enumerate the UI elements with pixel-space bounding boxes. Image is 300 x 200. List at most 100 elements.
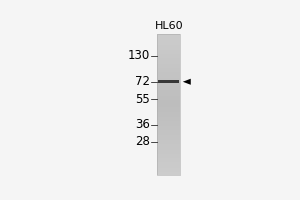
Text: HL60: HL60 [154, 21, 183, 31]
Bar [157, 137, 181, 138]
Bar [157, 87, 181, 89]
Bar [157, 134, 181, 135]
Bar [157, 52, 181, 54]
Bar [157, 82, 181, 83]
Bar [157, 169, 181, 171]
Bar [157, 113, 181, 114]
Bar [157, 79, 181, 81]
Bar [157, 118, 181, 120]
Bar [157, 51, 181, 52]
Bar [157, 140, 181, 141]
Bar [157, 65, 181, 66]
Bar [157, 38, 181, 40]
Bar [157, 90, 181, 92]
Bar [157, 47, 181, 48]
Bar [157, 89, 181, 90]
Bar [157, 151, 181, 152]
Bar [157, 166, 181, 168]
Bar [157, 100, 181, 102]
Bar [157, 72, 181, 73]
Bar [157, 110, 181, 112]
Bar [157, 158, 181, 159]
Bar [157, 172, 181, 174]
Bar [157, 34, 181, 35]
Bar [157, 154, 181, 155]
Bar [157, 165, 181, 166]
Bar [157, 99, 181, 100]
Bar [157, 117, 181, 119]
Bar [157, 161, 181, 162]
Bar [157, 145, 181, 147]
Bar [157, 80, 181, 82]
Bar [157, 123, 181, 124]
Bar [157, 149, 181, 151]
Bar [157, 106, 181, 107]
Text: 55: 55 [136, 93, 150, 106]
Bar [157, 141, 181, 143]
Bar [157, 173, 181, 175]
Bar [157, 97, 181, 99]
Bar [157, 107, 181, 109]
Bar [157, 58, 181, 59]
Bar [157, 48, 181, 50]
Bar [157, 104, 181, 106]
Bar [157, 94, 181, 96]
Bar [157, 114, 181, 116]
Bar [157, 44, 181, 45]
Bar [157, 125, 181, 127]
Bar [157, 70, 181, 72]
Bar [157, 78, 181, 79]
Bar [157, 69, 181, 71]
Bar [157, 45, 181, 47]
Bar [157, 168, 181, 169]
Bar [157, 93, 181, 95]
Bar [157, 101, 181, 103]
Bar [157, 66, 181, 68]
Bar [157, 103, 181, 104]
Bar [157, 130, 181, 131]
Bar [157, 163, 181, 165]
Bar [157, 63, 181, 65]
Text: 72: 72 [135, 75, 150, 88]
Bar [157, 54, 181, 55]
Bar [157, 76, 181, 78]
Bar [157, 49, 181, 51]
Bar [157, 59, 181, 61]
Bar [157, 75, 181, 76]
Bar [157, 35, 181, 37]
Bar [157, 162, 181, 164]
Bar [157, 62, 181, 64]
Polygon shape [183, 79, 191, 85]
Bar [157, 132, 181, 134]
Bar [157, 135, 181, 137]
Bar [157, 144, 181, 145]
Bar [157, 55, 181, 57]
Bar [157, 138, 181, 140]
Bar [157, 171, 181, 172]
Bar [157, 68, 181, 69]
Bar [157, 39, 181, 41]
Bar [157, 86, 181, 88]
Bar [157, 124, 181, 126]
Bar [157, 92, 181, 93]
Bar [157, 142, 181, 144]
Bar [157, 34, 181, 175]
Text: 130: 130 [128, 49, 150, 62]
Bar [157, 152, 181, 154]
Bar [157, 148, 181, 150]
Bar [157, 111, 181, 113]
Bar [157, 42, 181, 44]
Text: 36: 36 [135, 118, 150, 131]
Bar [157, 37, 181, 38]
Bar [157, 121, 181, 123]
Bar [158, 80, 179, 83]
Bar [157, 61, 181, 62]
Bar [157, 83, 181, 85]
Bar [157, 85, 181, 86]
Bar [157, 159, 181, 161]
Bar [157, 155, 181, 157]
Text: 28: 28 [135, 135, 150, 148]
Bar [157, 96, 181, 97]
Bar [157, 127, 181, 128]
Bar [157, 128, 181, 130]
